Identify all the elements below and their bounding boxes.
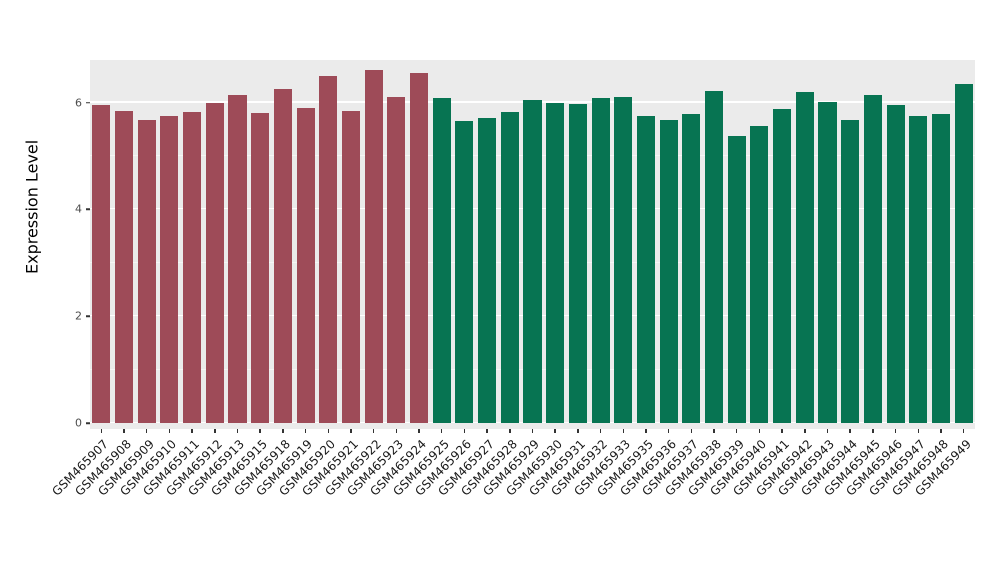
bar-GSM465938: [704, 90, 724, 423]
y-tick-label: 2: [75, 309, 82, 323]
x-tick-mark: [145, 429, 148, 433]
bar-GSM465942: [795, 92, 814, 423]
x-tick-mark: [917, 429, 920, 433]
bar-GSM465909: [137, 120, 156, 423]
bar-GSM465918: [273, 89, 292, 423]
bar-GSM465930: [546, 102, 565, 423]
bar-GSM465929: [523, 100, 542, 423]
y-tick-label: 0: [75, 416, 82, 430]
bar-GSM465922: [364, 69, 383, 423]
bar-GSM465908: [114, 110, 134, 423]
x-tick-mark: [781, 429, 783, 433]
y-tick-label: 4: [75, 202, 82, 216]
x-tick-mark: [622, 429, 625, 433]
x-tick-mark: [804, 429, 806, 433]
x-tick-mark: [713, 429, 715, 433]
plot-panel: [90, 60, 975, 429]
bar-GSM465911: [183, 111, 202, 423]
x-tick-mark: [395, 429, 398, 433]
x-tick-mark: [872, 429, 874, 433]
bar-GSM465943: [818, 101, 837, 423]
bar-GSM465919: [296, 108, 315, 423]
x-tick-mark: [735, 429, 738, 433]
bar-GSM465925: [432, 98, 451, 423]
bar-GSM465937: [682, 114, 701, 423]
bar-GSM465910: [160, 115, 179, 423]
bar-GSM465932: [591, 98, 610, 423]
bar-GSM465949: [954, 84, 973, 423]
bar-GSM465948: [931, 114, 951, 423]
x-tick-mark: [463, 429, 466, 433]
y-axis-title: Expression Level: [22, 139, 42, 274]
bar-GSM465924: [409, 73, 429, 423]
x-tick-mark: [191, 429, 193, 433]
x-tick-mark: [554, 429, 556, 433]
bar-GSM465944: [841, 119, 860, 423]
y-tick-mark: [86, 101, 90, 104]
bar-GSM465947: [909, 116, 928, 423]
x-tick-mark: [282, 429, 284, 433]
bar-GSM465945: [863, 94, 882, 423]
bar-GSM465920: [319, 76, 338, 423]
bar-GSM465946: [886, 105, 905, 423]
x-tick-mark: [599, 429, 602, 433]
x-tick-mark: [236, 429, 239, 433]
x-tick-mark: [214, 429, 216, 433]
x-tick-mark: [645, 429, 647, 433]
bar-GSM465907: [92, 105, 111, 423]
y-tick-mark: [86, 422, 90, 424]
bar-GSM465931: [568, 104, 587, 423]
x-tick-mark: [486, 429, 488, 433]
y-tick-mark: [86, 208, 90, 211]
x-tick-mark: [962, 429, 965, 433]
x-tick-mark: [350, 429, 352, 433]
x-tick-mark: [372, 429, 375, 433]
x-tick-mark: [826, 429, 829, 433]
bar-GSM465915: [251, 113, 270, 423]
x-tick-mark: [690, 429, 693, 433]
x-tick-mark: [894, 429, 897, 433]
bar-GSM465913: [228, 94, 247, 423]
x-tick-mark: [123, 429, 125, 433]
bar-GSM465926: [455, 121, 474, 423]
x-tick-mark: [440, 429, 443, 433]
x-tick-mark: [531, 429, 534, 433]
bar-GSM465923: [387, 97, 406, 423]
x-tick-mark: [168, 429, 171, 433]
bar-GSM465941: [773, 109, 792, 423]
x-tick-mark: [577, 429, 579, 433]
bar-GSM465935: [636, 116, 656, 423]
x-tick-mark: [259, 429, 261, 433]
y-tick-mark: [86, 315, 90, 317]
x-tick-mark: [758, 429, 761, 433]
y-tick-label: 6: [75, 96, 82, 110]
bar-GSM465933: [614, 97, 633, 423]
bar-GSM465940: [750, 125, 769, 423]
x-tick-mark: [418, 429, 420, 433]
bar-GSM465928: [500, 112, 519, 423]
bar-GSM465939: [727, 135, 746, 423]
x-tick-mark: [667, 429, 670, 433]
x-tick-mark: [509, 429, 511, 433]
bar-GSM465912: [205, 102, 224, 423]
x-tick-mark: [304, 429, 307, 433]
bar-GSM465927: [478, 117, 497, 423]
x-tick-mark: [327, 429, 330, 433]
x-tick-mark: [849, 429, 851, 433]
bar-GSM465936: [659, 119, 678, 423]
bar-GSM465921: [341, 110, 361, 423]
x-tick-mark: [100, 429, 103, 433]
x-tick-mark: [940, 429, 942, 433]
